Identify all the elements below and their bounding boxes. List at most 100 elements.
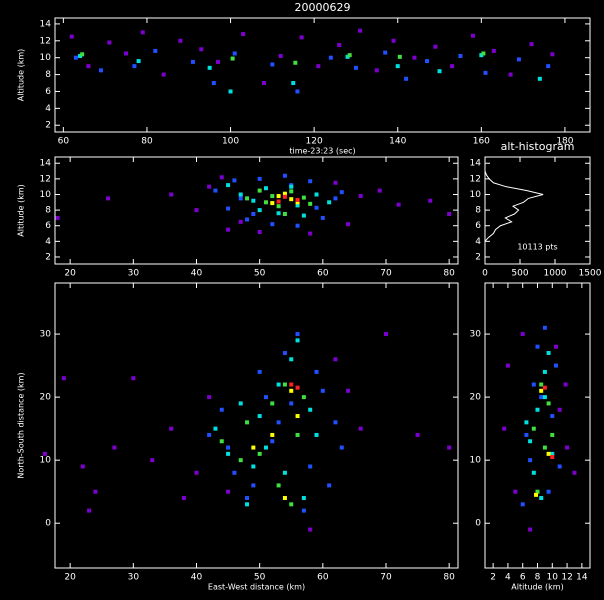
- x-tick-label: 40: [191, 573, 203, 583]
- source-point: [447, 445, 452, 450]
- source-point: [505, 363, 510, 368]
- source-point: [263, 186, 268, 191]
- x-tick-label: 1000: [544, 269, 567, 279]
- source-point: [546, 350, 551, 355]
- y-tick-label: 8: [475, 206, 481, 216]
- y-tick-label: 6: [475, 221, 481, 231]
- source-point: [395, 64, 400, 69]
- source-point: [550, 455, 555, 460]
- source-point: [295, 338, 300, 343]
- source-point: [276, 194, 281, 199]
- source-point: [289, 401, 294, 406]
- source-point: [295, 385, 300, 390]
- source-point: [458, 54, 463, 58]
- x-tick-label: 160: [473, 137, 490, 147]
- source-point: [276, 483, 281, 488]
- histogram-line: [484, 170, 544, 242]
- source-point: [93, 489, 98, 494]
- source-point: [358, 28, 363, 33]
- x-tick-label: 14: [576, 573, 588, 583]
- y-tick-label: 8: [45, 206, 51, 216]
- source-point: [339, 445, 344, 450]
- source-point: [295, 414, 300, 419]
- source-point: [132, 64, 137, 69]
- source-point: [153, 48, 158, 53]
- panel-title: 20000629: [295, 1, 351, 14]
- x-tick-label: 1500: [579, 269, 602, 279]
- source-point: [565, 445, 570, 450]
- x-tick-label: 2: [490, 573, 496, 583]
- source-point: [546, 489, 551, 494]
- source-point: [230, 56, 235, 61]
- source-point: [346, 388, 351, 393]
- source-point: [308, 527, 313, 532]
- x-tick-label: 120: [306, 137, 323, 147]
- source-point: [531, 382, 536, 387]
- source-point: [299, 35, 304, 40]
- plot-frame: [54, 282, 459, 569]
- source-point: [238, 401, 243, 406]
- source-point: [539, 382, 544, 387]
- source-point: [295, 432, 300, 437]
- x-axis-label: time-23:23 (sec): [289, 147, 355, 156]
- source-point: [226, 206, 231, 211]
- source-point: [333, 420, 338, 425]
- source-point: [415, 432, 420, 437]
- source-point: [194, 208, 199, 213]
- source-point: [270, 432, 275, 437]
- source-point: [542, 445, 547, 450]
- source-point: [433, 44, 438, 49]
- source-point: [524, 420, 529, 425]
- source-point: [245, 196, 250, 201]
- x-tick-label: 60: [317, 269, 329, 279]
- y-tick-label: 10: [470, 456, 482, 466]
- source-point: [150, 458, 155, 463]
- source-point: [320, 215, 325, 220]
- source-point: [226, 445, 231, 450]
- source-point: [276, 382, 281, 387]
- source-point: [112, 445, 117, 450]
- source-point: [301, 508, 306, 513]
- y-tick-label: 4: [45, 237, 51, 247]
- source-point: [282, 212, 287, 217]
- source-point: [542, 369, 547, 374]
- source-point: [42, 451, 47, 456]
- source-point: [228, 89, 233, 94]
- x-tick-label: 60: [58, 137, 70, 147]
- source-point: [553, 363, 558, 368]
- source-point: [282, 191, 287, 196]
- source-point: [353, 65, 358, 70]
- source-point: [377, 188, 382, 193]
- x-tick-label: 60: [317, 573, 329, 583]
- source-point: [513, 489, 518, 494]
- source-point: [131, 376, 136, 381]
- y-tick-label: 6: [45, 221, 51, 231]
- source-point: [245, 502, 250, 507]
- source-point: [347, 53, 352, 58]
- source-point: [226, 183, 231, 188]
- source-point: [136, 59, 141, 64]
- x-tick-label: 50: [254, 573, 266, 583]
- y-tick-label: 12: [40, 36, 51, 46]
- source-point: [211, 81, 216, 86]
- source-point: [481, 51, 486, 56]
- source-point: [546, 64, 551, 69]
- source-point: [539, 496, 544, 501]
- source-point: [572, 470, 577, 475]
- source-point: [270, 222, 275, 227]
- y-tick-label: 12: [470, 174, 481, 184]
- source-point: [107, 40, 112, 45]
- source-point: [291, 81, 296, 86]
- source-point: [207, 65, 212, 70]
- source-point: [124, 51, 129, 56]
- source-point: [314, 432, 319, 437]
- source-point: [531, 470, 536, 475]
- source-point: [542, 325, 547, 330]
- source-point: [276, 204, 281, 209]
- y-tick-label: 2: [45, 252, 51, 262]
- source-point: [412, 55, 417, 60]
- source-point: [314, 205, 319, 210]
- source-point: [539, 388, 544, 393]
- source-point: [320, 388, 325, 393]
- source-point: [383, 332, 388, 337]
